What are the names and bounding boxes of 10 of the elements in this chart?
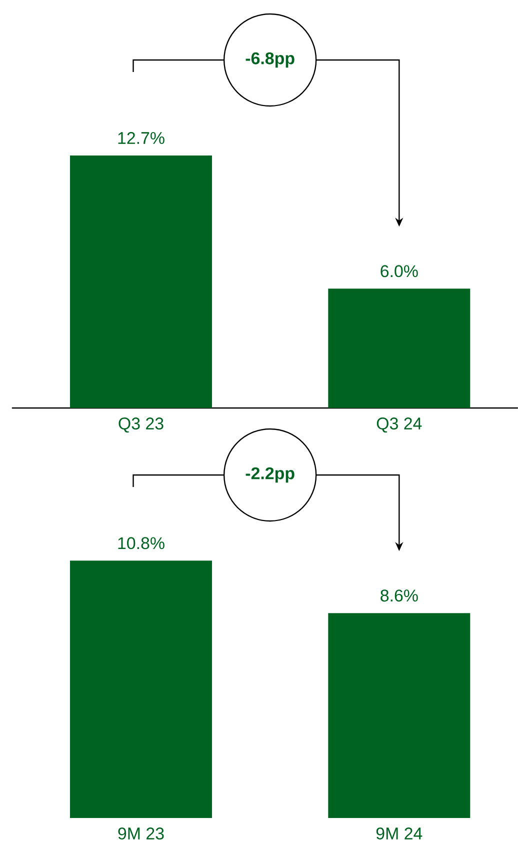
x-tick-label: 9M 23 bbox=[118, 828, 164, 840]
x-tick-label: 9M 24 bbox=[376, 828, 422, 840]
text: -6.8pp bbox=[246, 52, 294, 68]
data-label: 10.8% bbox=[118, 537, 164, 550]
x-tick-label: Q3 23 bbox=[118, 418, 164, 433]
x-tick-label: Q3 24 bbox=[376, 418, 422, 433]
data-label: 12.7% bbox=[118, 132, 164, 144]
data-label: 8.6% bbox=[380, 590, 418, 602]
text: -2.2pp bbox=[246, 467, 294, 483]
data-label: 6.0% bbox=[380, 265, 418, 278]
